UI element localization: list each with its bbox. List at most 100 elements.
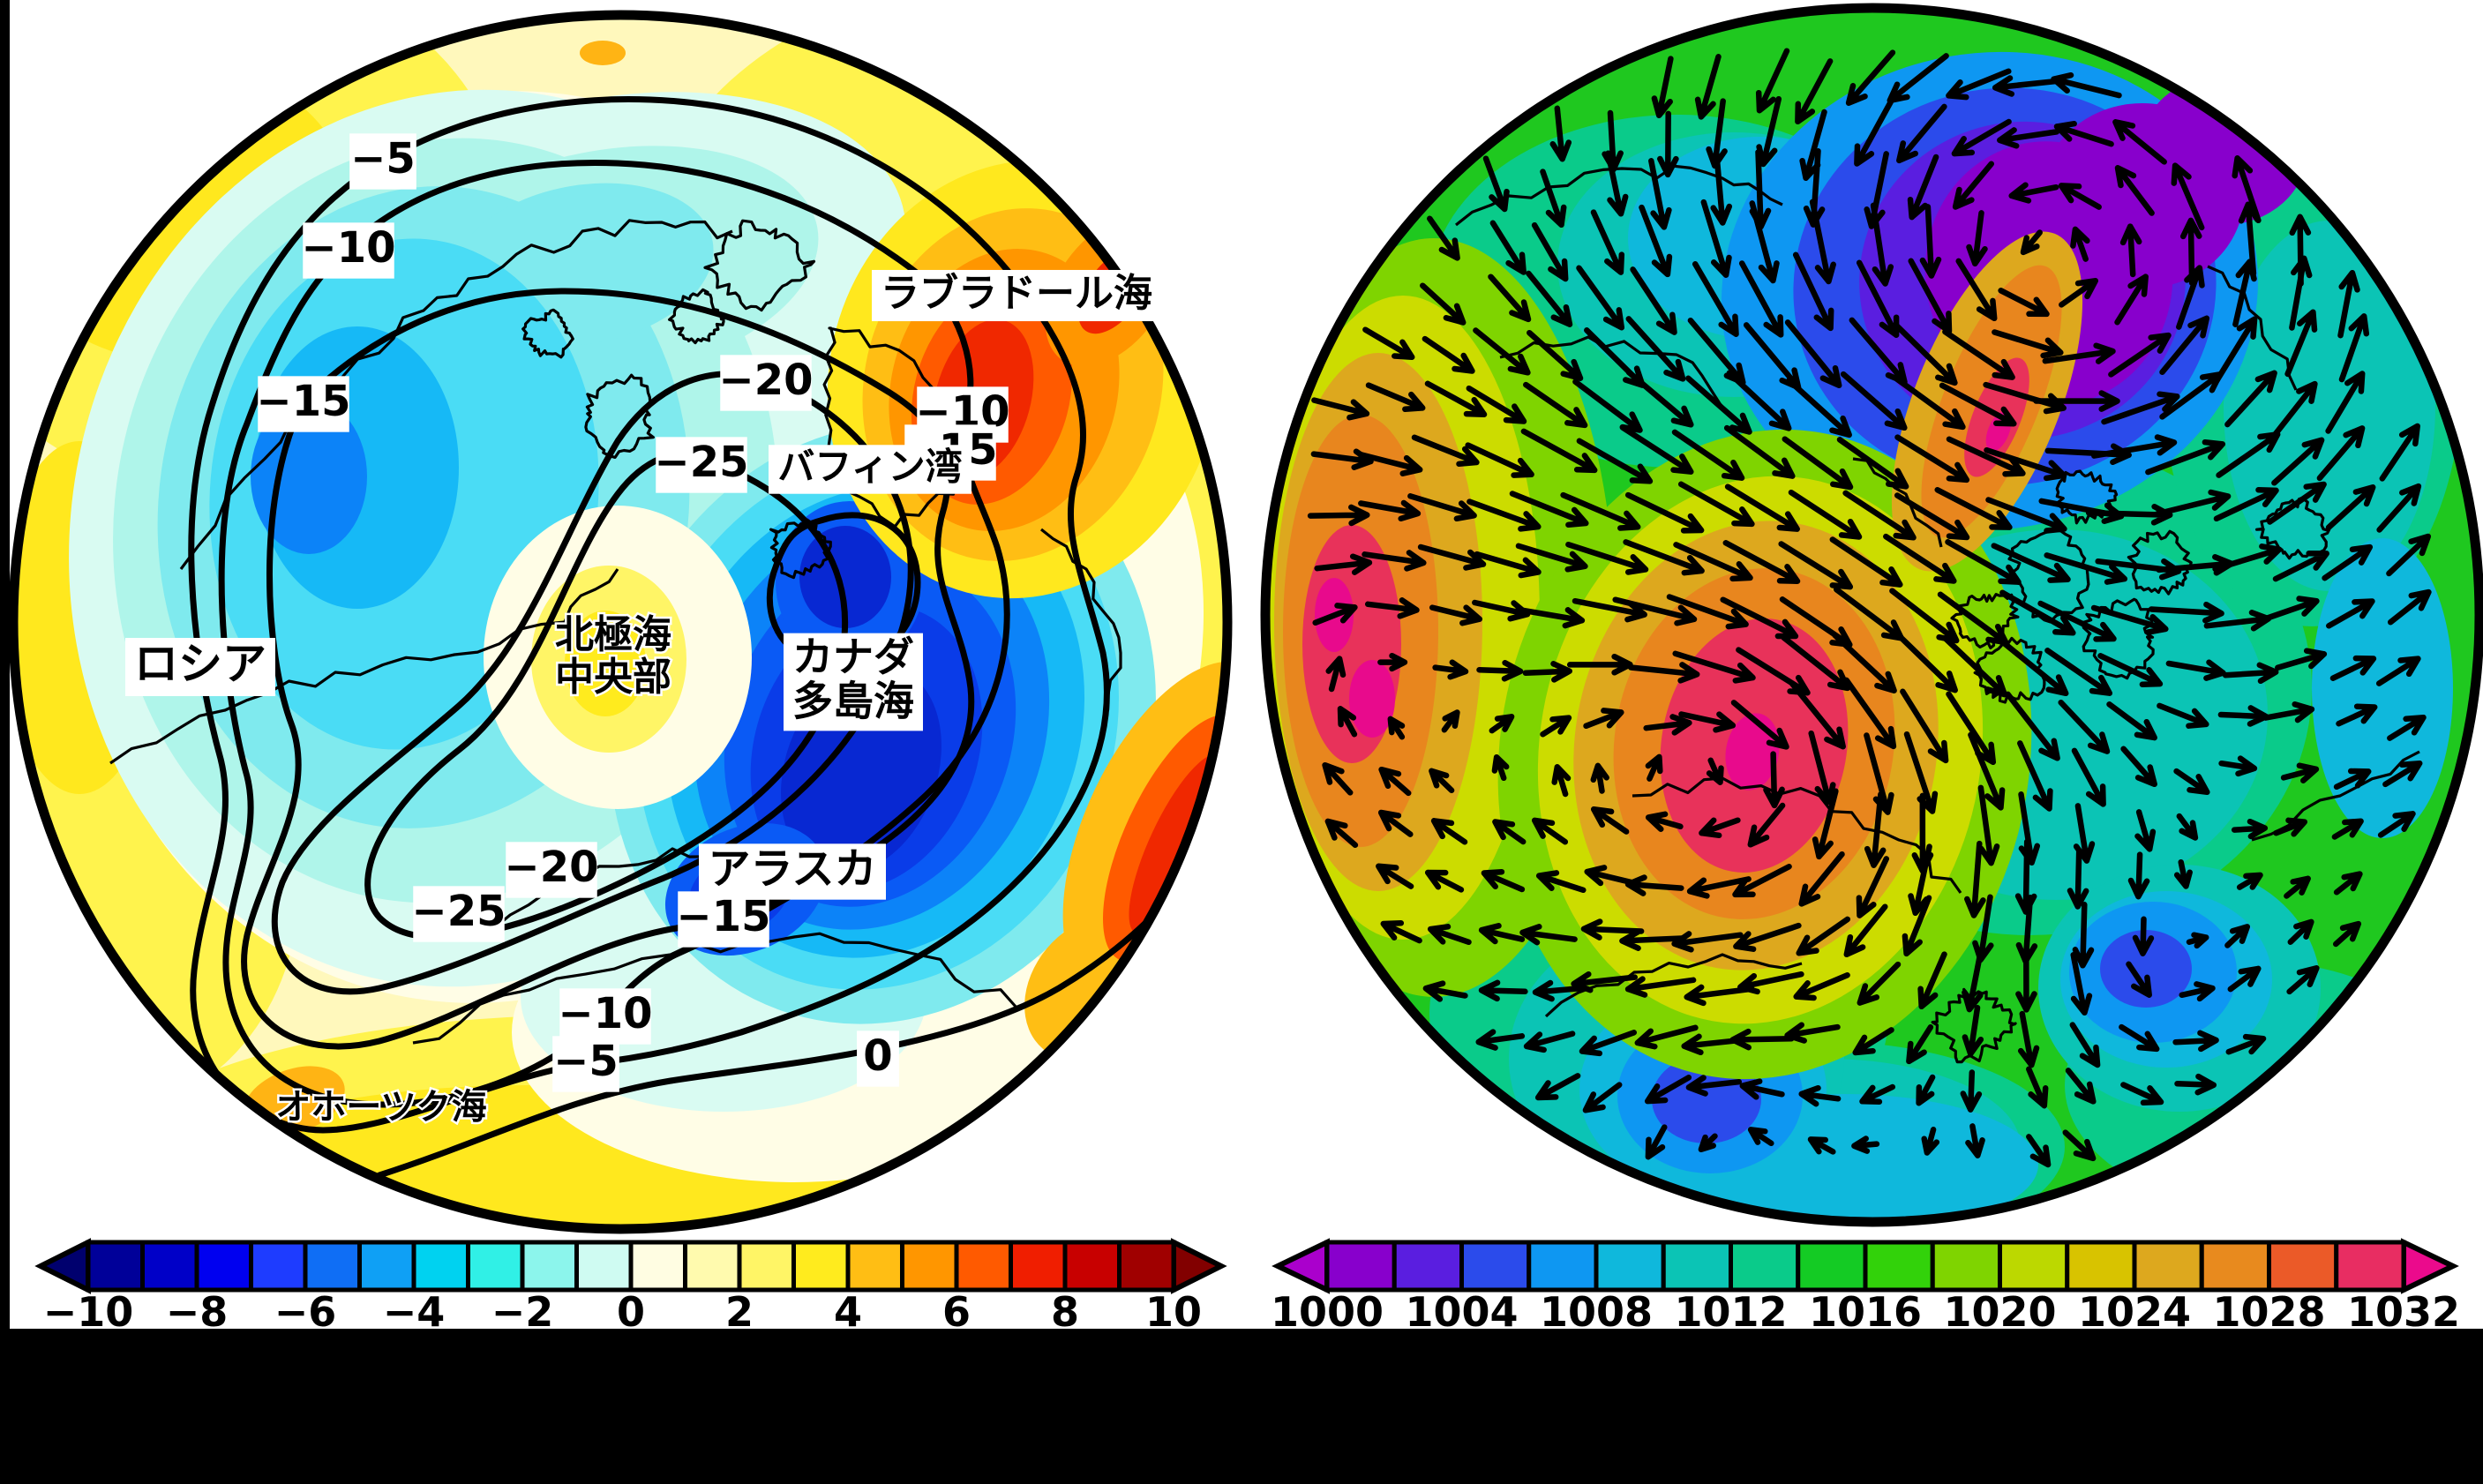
colorbar-segment <box>1863 1240 1935 1293</box>
colorbar-segment <box>628 1240 687 1293</box>
wind-arrow <box>1666 594 1749 630</box>
contour-label: −15 <box>676 892 770 941</box>
wind-arrow <box>2376 483 2422 533</box>
wind-arrow <box>1942 328 2015 380</box>
left-black-strip <box>0 0 10 1329</box>
wind-arrow <box>1576 438 1654 484</box>
wind-arrow <box>2216 431 2281 478</box>
field-blob <box>565 611 646 716</box>
wind-arrow <box>1908 843 1932 917</box>
wind-arrow <box>1960 1069 1983 1113</box>
wind-arrow <box>1523 381 1588 429</box>
wind-arrow <box>1894 630 1958 693</box>
colorbar-segment <box>954 1240 1013 1293</box>
wind-arrow <box>1955 258 1998 322</box>
coastline <box>703 219 816 312</box>
wind-arrow <box>1807 1136 1836 1155</box>
colorbar-segment <box>1117 1240 1176 1293</box>
wind-arrow <box>2176 265 2205 330</box>
wind-arrow <box>1526 270 1573 327</box>
field-blob <box>2224 221 2435 591</box>
colorbar-segment <box>2065 1240 2137 1293</box>
colorbar-tick-label: −6 <box>274 1288 337 1336</box>
label-box <box>552 1036 619 1092</box>
wind-arrow <box>1799 109 1827 182</box>
wind-arrow <box>1411 434 1480 468</box>
wind-arrow <box>1424 380 1488 417</box>
colorbar-segment <box>2199 1240 2271 1293</box>
wind-arrow <box>1639 204 1673 278</box>
wind-arrow <box>1992 75 2062 97</box>
wind-arrow <box>1945 539 2022 585</box>
label-box <box>769 445 971 494</box>
coastline <box>412 932 1018 1045</box>
colorbar-tick-label: −2 <box>491 1288 554 1336</box>
wind-arrow <box>1623 539 1705 576</box>
wind-arrow <box>2097 653 2164 687</box>
wind-arrow <box>2069 1022 2101 1068</box>
wind-arrow <box>1968 731 2006 811</box>
wind-arrow <box>1934 486 2013 530</box>
wind-arrow <box>2284 875 2311 899</box>
label-box <box>699 843 886 900</box>
colorbar-segment <box>1062 1240 1121 1293</box>
colorbar-tick-label: 0 <box>617 1288 645 1336</box>
wind-arrow <box>1907 154 1939 221</box>
wind-arrow <box>1657 110 1679 178</box>
wind-arrow <box>1784 1022 1841 1044</box>
wind-arrow <box>1671 931 1744 953</box>
wind-arrow <box>1896 103 1947 164</box>
wind-arrow <box>1793 972 1850 1001</box>
place-label: バフィン湾 <box>777 446 962 489</box>
wind-arrow <box>1407 493 1477 522</box>
wind-arrow <box>1808 730 1836 806</box>
contour-label: −25 <box>654 438 748 487</box>
wind-arrow <box>1671 429 1745 481</box>
wind-arrow <box>2273 817 2308 837</box>
colorbar-segment <box>249 1240 308 1293</box>
wind-arrow <box>1784 319 1842 389</box>
bottom-black-band <box>0 1329 2483 1484</box>
wind-arrow <box>1430 818 1468 845</box>
wind-arrow <box>1612 596 1698 626</box>
place-label: カナダ <box>792 633 914 681</box>
wind-arrow <box>1566 653 1633 676</box>
wind-arrow <box>1576 265 1625 331</box>
wind-arrow <box>1792 251 1834 332</box>
coastline <box>584 373 655 459</box>
wind-arrow <box>1782 436 1854 491</box>
wind-arrow <box>1809 199 1836 285</box>
wind-arrow <box>2325 484 2376 531</box>
field-blob <box>1349 660 1395 738</box>
contour-label: 0 <box>863 1031 892 1081</box>
wind-arrow <box>1999 639 2069 697</box>
wind-arrow <box>1781 634 1851 692</box>
place-label: 多島海 <box>792 678 914 725</box>
wind-arrow <box>1522 661 1572 683</box>
wind-arrow <box>1322 761 1354 796</box>
colorbar-tick-label: 1012 <box>1674 1288 1787 1336</box>
wind-arrow <box>2336 703 2378 727</box>
wind-arrow <box>2037 600 2117 642</box>
wind-arrow <box>1724 483 1800 532</box>
wind-arrow <box>1851 1135 1880 1154</box>
wind-arrow <box>2015 950 2037 1013</box>
wind-arrow <box>2114 165 2155 216</box>
wind-arrow <box>1377 652 1408 672</box>
wind-arrow <box>1939 382 2017 427</box>
colorbar-segment <box>574 1240 634 1293</box>
wind-arrow <box>2176 813 2199 841</box>
wind-arrow <box>1549 105 1572 162</box>
wind-arrow <box>1854 99 1894 167</box>
label-box <box>678 891 769 948</box>
colorbar-segment <box>303 1240 362 1293</box>
wind-arrow <box>2165 659 2226 681</box>
wind-arrow <box>1966 210 1988 267</box>
colorbar-tip-right <box>1171 1238 1227 1294</box>
wind-arrow <box>2173 768 2210 796</box>
wind-arrow <box>2377 811 2416 838</box>
label-box <box>506 842 597 898</box>
wind-arrow <box>2322 543 2374 581</box>
wind-arrow <box>1590 209 1625 275</box>
